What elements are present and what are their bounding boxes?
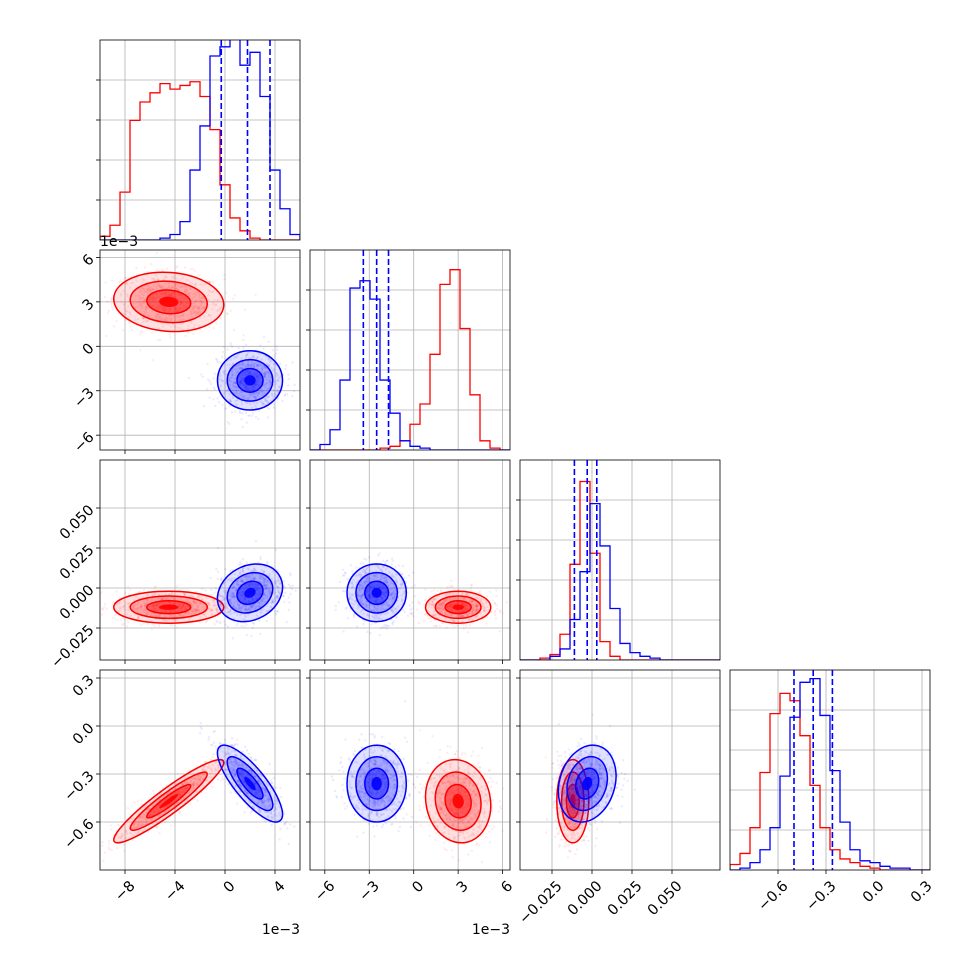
hist-4-xtick-label: 0.3: [908, 878, 936, 906]
hist-1: [96, 39, 301, 241]
pair-2-4-xtick-label: −6: [312, 878, 338, 904]
pair-1-4-red-contour: [159, 793, 179, 809]
pair-1-4-content: [101, 722, 296, 862]
pair-3-4-xtick-label: −0.025: [516, 878, 565, 927]
pair-2-4-xtick-label: 6: [498, 878, 516, 896]
pair-1-3-ytick-label: 0.000: [57, 582, 98, 623]
pair-2-3: [306, 459, 511, 664]
pair-1-4-xtick-label: −4: [162, 878, 188, 904]
pair-1-2-blue-contour: [244, 375, 256, 386]
pair-3-4-xtick-label: 0.025: [605, 878, 646, 919]
hist-1-blue-step: [100, 40, 300, 240]
pair-1-2-content: [103, 251, 296, 429]
pair-1-2-red-contour: [159, 296, 179, 308]
pair-2-4-frame: [309, 669, 511, 871]
hist-1-red-step: [100, 81, 300, 240]
pair-1-4-blue-contour: [244, 776, 256, 791]
pair-1-2-y-offset: 1e−3: [100, 234, 138, 250]
pair-2-4-xtick-label: 3: [454, 878, 472, 896]
pair-1-3-ytick-label: −0.025: [48, 622, 97, 671]
hist-4-xtick-label: 0.0: [860, 878, 888, 906]
pair-1-2-frame: [99, 249, 301, 451]
pair-3-4-blue-contour: [582, 776, 593, 791]
pair-1-3-blue-contour: [244, 587, 256, 598]
hist-4-blue-step: [730, 677, 930, 870]
pair-1-4-x-offset: 1e−3: [262, 922, 300, 938]
hist-3-bars: [520, 480, 720, 660]
hist-4-red-step: [730, 692, 930, 870]
pair-2-3-content: [334, 552, 510, 637]
hist-1-bars: [100, 40, 300, 240]
pair-3-4-xtick-label: 0.000: [565, 878, 606, 919]
hist-4-bars: [730, 677, 930, 870]
pair-2-3-red-contour: [452, 604, 464, 610]
pair-1-2-ytick-label: 0: [80, 341, 98, 359]
hist-4-xtick-label: −0.3: [803, 878, 839, 914]
hist-4-frame: [729, 669, 931, 871]
pair-2-3-frame: [309, 459, 511, 661]
pair-1-4-xtick-label: 4: [271, 878, 289, 896]
hist-2-frame: [309, 249, 511, 451]
pair-1-4: −0.6 −0.3 0.0 0.3 −8 −4 0 4 1e−3: [61, 669, 301, 938]
pair-2-3-blue-contour: [371, 587, 382, 598]
pair-3-4-content: [544, 713, 636, 859]
pair-2-4-content: [330, 700, 505, 864]
pair-3-4-frame: [519, 669, 721, 871]
pair-2-4: −6 −3 0 3 6 1e−3: [306, 669, 516, 938]
pair-2-4-blue-contour: [371, 776, 382, 791]
hist-4: −0.6 −0.3 0.0 0.3: [729, 669, 936, 915]
pair-1-4-ytick-label: −0.6: [61, 816, 97, 852]
pair-3-4-xtick-label: 0.050: [645, 878, 686, 919]
hist-2-blue-step: [310, 280, 510, 450]
hist-1-frame: [99, 39, 301, 241]
hist-2-red-step: [310, 269, 510, 450]
hist-2: [306, 249, 511, 451]
pair-2-4-x-offset: 1e−3: [472, 922, 510, 938]
pair-2-4-xtick-label: 0: [409, 878, 427, 896]
hist-3-blue-step: [520, 502, 720, 660]
pair-1-2-ytick-label: 6: [80, 252, 98, 270]
pair-2-4-xtick-label: −3: [356, 878, 382, 904]
pair-2-4-red-contour: [452, 793, 464, 809]
hist-2-bars: [310, 269, 510, 450]
pair-1-3-ytick-label: 0.025: [57, 542, 98, 583]
pair-1-4-ytick-label: 0.0: [70, 720, 98, 748]
pair-1-4-ytick-label: 0.3: [70, 672, 98, 700]
pair-1-3-content: [100, 540, 297, 640]
hist-3-frame: [519, 459, 721, 661]
pair-1-3-red-contour: [159, 604, 179, 610]
pair-1-2-ytick-label: −3: [71, 385, 97, 411]
pair-1-4-ytick-label: −0.3: [61, 768, 97, 804]
pair-1-2-ytick-label: −6: [71, 430, 97, 456]
pair-1-3-frame: [99, 459, 301, 661]
pair-1-4-frame: [99, 669, 301, 871]
hist-4-xtick-label: −0.6: [755, 878, 791, 914]
pair-3-4: −0.025 0.000 0.025 0.050: [516, 669, 721, 928]
hist-3: [516, 459, 721, 661]
pair-1-3-ytick-label: 0.050: [57, 502, 98, 543]
pair-1-4-xtick-label: −8: [112, 878, 138, 904]
pair-1-2-ytick-label: 3: [80, 296, 98, 314]
hist-3-red-step: [520, 480, 720, 660]
pair-1-4-xtick-label: 0: [221, 878, 239, 896]
pair-1-2: −6 −3 0 3 61e−3: [71, 234, 301, 456]
